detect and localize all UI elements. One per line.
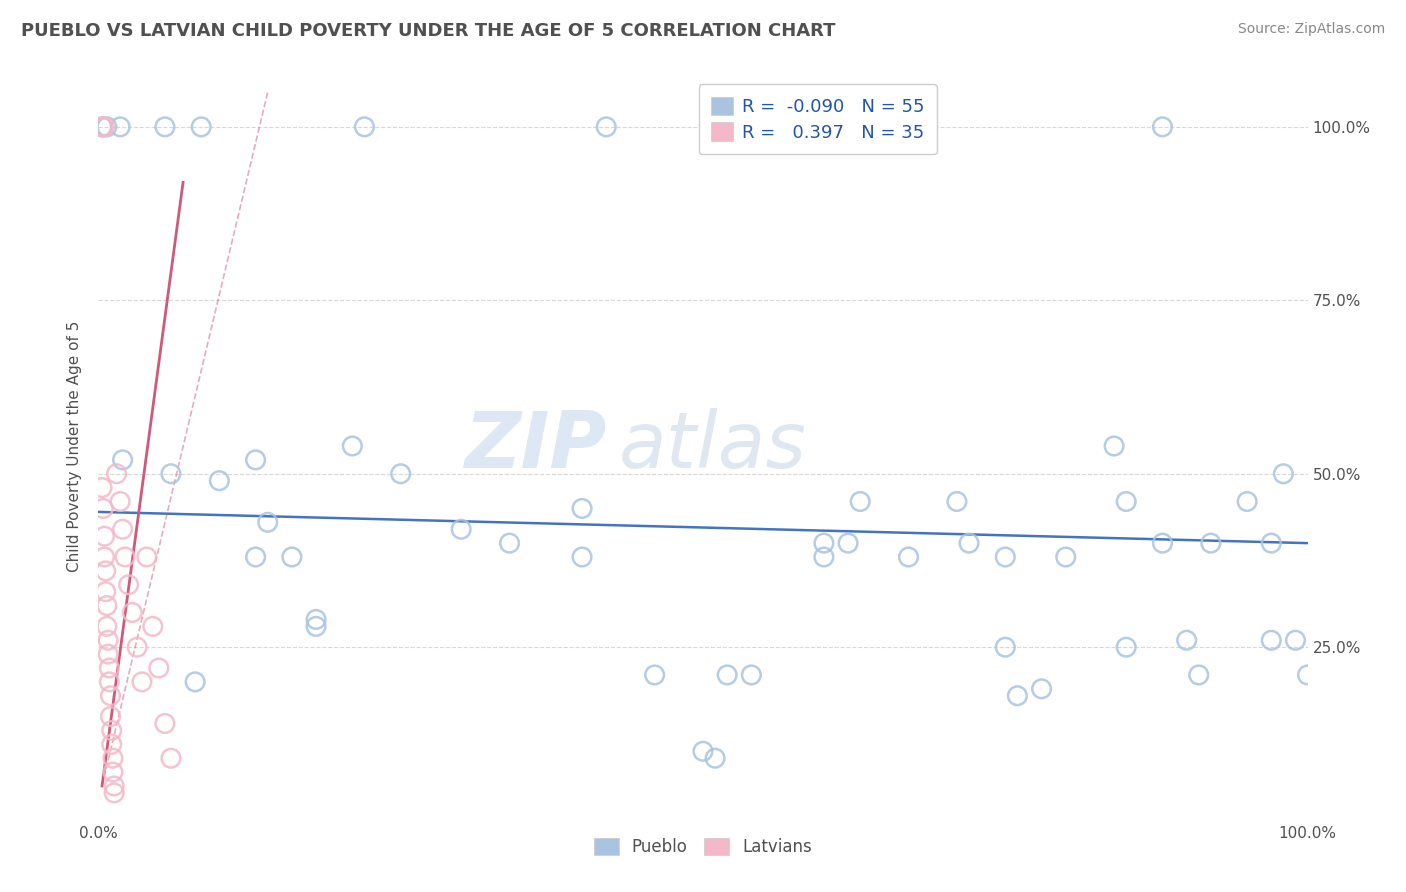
Point (96, 619, 118, 633)
Point (1199, 536, 1222, 550)
Point (121, 606, 143, 620)
Point (1152, 536, 1174, 550)
Point (837, 536, 859, 550)
Point (1188, 668, 1211, 682)
Point (135, 549, 157, 564)
Point (111, 522, 134, 536)
Point (101, 765, 124, 780)
Point (93, 120, 115, 134)
Text: Source: ZipAtlas.com: Source: ZipAtlas.com (1237, 22, 1385, 37)
Point (245, 549, 267, 564)
Text: ZIP: ZIP (464, 408, 606, 484)
Point (1175, 633, 1198, 648)
Point (1284, 633, 1306, 648)
Point (946, 494, 969, 508)
Point (118, 578, 141, 592)
Point (1260, 536, 1282, 550)
Point (813, 549, 835, 564)
Point (190, 120, 212, 134)
Point (94, 564, 117, 578)
Point (1296, 668, 1319, 682)
Point (644, 668, 666, 682)
Point (184, 674, 207, 689)
Point (353, 120, 375, 134)
Point (897, 549, 920, 564)
Point (498, 536, 520, 550)
Point (127, 640, 149, 655)
Point (692, 744, 714, 758)
Point (111, 453, 134, 467)
Point (208, 474, 231, 488)
Point (97, 633, 120, 648)
Point (450, 522, 472, 536)
Point (595, 120, 617, 134)
Point (98, 661, 121, 675)
Point (98, 674, 121, 689)
Point (100, 689, 122, 703)
Point (91, 120, 114, 134)
Point (105, 467, 128, 481)
Point (1272, 467, 1295, 481)
Point (813, 536, 835, 550)
Point (153, 120, 176, 134)
Point (1115, 494, 1137, 508)
Point (1236, 494, 1258, 508)
Point (1152, 120, 1174, 134)
Point (148, 661, 170, 675)
Point (849, 494, 872, 508)
Point (994, 549, 1017, 564)
Point (96, 120, 118, 134)
Point (103, 779, 125, 793)
Legend: Pueblo, Latvians: Pueblo, Latvians (585, 830, 821, 864)
Point (389, 467, 412, 481)
Point (1260, 633, 1282, 648)
Point (245, 453, 267, 467)
Point (305, 619, 328, 633)
Point (142, 619, 165, 633)
Point (103, 786, 125, 800)
Text: PUEBLO VS LATVIAN CHILD POVERTY UNDER THE AGE OF 5 CORRELATION CHART: PUEBLO VS LATVIAN CHILD POVERTY UNDER TH… (21, 22, 835, 40)
Point (94, 584, 117, 599)
Point (994, 640, 1017, 655)
Point (281, 549, 304, 564)
Point (91, 120, 114, 134)
Point (1031, 681, 1053, 696)
Point (97, 647, 120, 661)
Point (571, 549, 593, 564)
Point (100, 737, 122, 751)
Point (1115, 640, 1137, 655)
Point (1007, 689, 1029, 703)
Point (1102, 439, 1125, 453)
Point (100, 723, 122, 738)
Point (96, 599, 118, 613)
Point (571, 501, 593, 516)
Point (101, 751, 124, 765)
Point (93, 549, 115, 564)
Point (704, 751, 727, 765)
Point (957, 536, 980, 550)
Point (740, 668, 762, 682)
Y-axis label: Child Poverty Under the Age of 5: Child Poverty Under the Age of 5 (67, 320, 83, 572)
Point (131, 674, 153, 689)
Point (91, 481, 114, 495)
Point (256, 516, 278, 530)
Point (342, 439, 364, 453)
Point (305, 612, 328, 626)
Point (114, 549, 136, 564)
Point (153, 716, 176, 731)
Point (886, 120, 908, 134)
Point (108, 120, 131, 134)
Point (716, 668, 738, 682)
Point (91, 501, 114, 516)
Point (93, 529, 115, 543)
Point (160, 467, 183, 481)
Point (100, 709, 122, 723)
Point (160, 751, 183, 765)
Text: atlas: atlas (619, 408, 806, 484)
Point (108, 494, 131, 508)
Point (1054, 549, 1077, 564)
